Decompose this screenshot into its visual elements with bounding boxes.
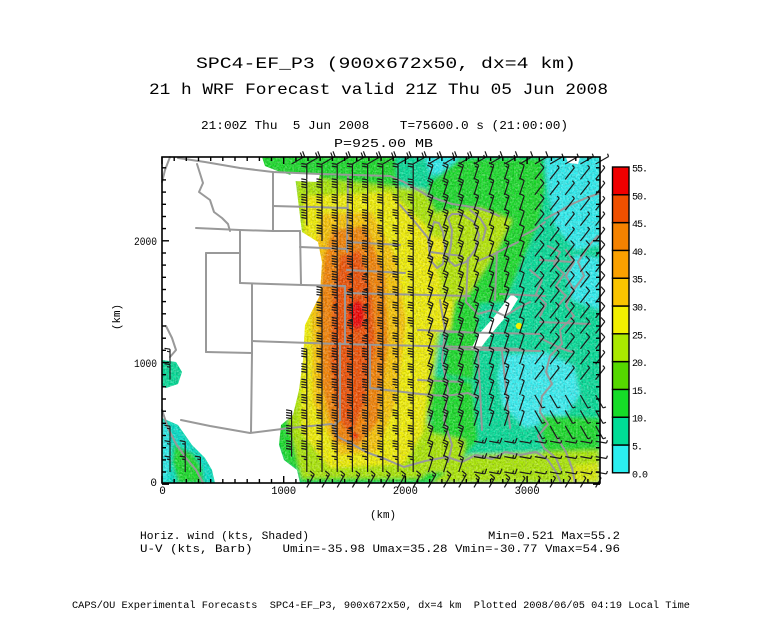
svg-text:15.: 15. (632, 387, 648, 398)
svg-text:21 h WRF Forecast valid 21Z Th: 21 h WRF Forecast valid 21Z Thu 05 Jun 2… (149, 81, 608, 99)
svg-text:0: 0 (150, 478, 157, 490)
svg-text:1000: 1000 (271, 486, 296, 498)
svg-text:0: 0 (159, 486, 166, 498)
svg-text:2000: 2000 (393, 486, 418, 498)
svg-text:10.: 10. (632, 415, 648, 426)
svg-text:3000: 3000 (515, 486, 540, 498)
svg-text:P=925.00 MB: P=925.00 MB (334, 137, 433, 151)
svg-text:40.: 40. (632, 248, 648, 259)
svg-text:0.0: 0.0 (632, 470, 648, 481)
svg-text:(km): (km) (370, 510, 396, 522)
svg-text:30.: 30. (632, 304, 648, 315)
svg-text:U-V (kts, Barb) Umin=-35.98: U-V (kts, Barb) Umin=-35.98 Umax=35.28 V… (140, 544, 620, 556)
svg-text:35.: 35. (632, 276, 648, 287)
svg-text:50.: 50. (632, 192, 648, 203)
svg-text:Horiz. wind (kts, Shaded): Horiz. wind (kts, Shaded) (140, 531, 309, 543)
svg-text:SPC4-EF_P3 (900x672x50, dx=4 k: SPC4-EF_P3 (900x672x50, dx=4 km) (196, 55, 576, 73)
svg-text:Min=0.521 Max=55.2: Min=0.521 Max=55.2 (488, 531, 620, 543)
svg-text:45.: 45. (632, 220, 648, 231)
svg-text:55.: 55. (632, 165, 648, 176)
svg-text:20.: 20. (632, 359, 648, 370)
svg-text:25.: 25. (632, 331, 648, 342)
svg-text:CAPS/OU Experimental Forecasts: CAPS/OU Experimental Forecasts SPC4-EF_P… (72, 600, 690, 612)
svg-text:2000: 2000 (134, 237, 157, 249)
svg-text:1000: 1000 (134, 359, 157, 371)
svg-text:(km): (km) (112, 304, 124, 330)
svg-text:21:00Z Thu 5 Jun 2008 T=75: 21:00Z Thu 5 Jun 2008 T=75600.0 s (21:00… (201, 119, 568, 133)
svg-text:5.: 5. (632, 443, 643, 454)
